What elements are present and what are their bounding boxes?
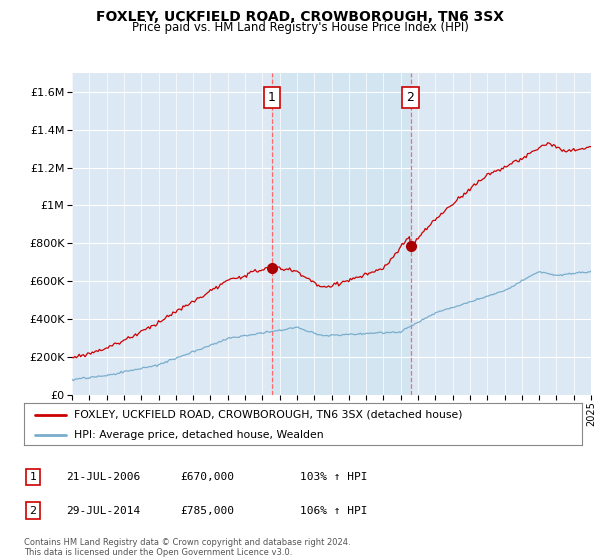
Text: £670,000: £670,000	[180, 472, 234, 482]
Text: £785,000: £785,000	[180, 506, 234, 516]
Text: 2: 2	[407, 91, 415, 104]
Text: FOXLEY, UCKFIELD ROAD, CROWBOROUGH, TN6 3SX (detached house): FOXLEY, UCKFIELD ROAD, CROWBOROUGH, TN6 …	[74, 410, 463, 420]
Text: 21-JUL-2006: 21-JUL-2006	[66, 472, 140, 482]
Text: FOXLEY, UCKFIELD ROAD, CROWBOROUGH, TN6 3SX: FOXLEY, UCKFIELD ROAD, CROWBOROUGH, TN6 …	[96, 10, 504, 24]
Text: 1: 1	[268, 91, 276, 104]
Text: 29-JUL-2014: 29-JUL-2014	[66, 506, 140, 516]
Text: 103% ↑ HPI: 103% ↑ HPI	[300, 472, 367, 482]
Text: 2: 2	[29, 506, 37, 516]
Text: Price paid vs. HM Land Registry's House Price Index (HPI): Price paid vs. HM Land Registry's House …	[131, 21, 469, 34]
Text: HPI: Average price, detached house, Wealden: HPI: Average price, detached house, Weal…	[74, 430, 324, 440]
Text: 1: 1	[29, 472, 37, 482]
Text: 106% ↑ HPI: 106% ↑ HPI	[300, 506, 367, 516]
Text: Contains HM Land Registry data © Crown copyright and database right 2024.
This d: Contains HM Land Registry data © Crown c…	[24, 538, 350, 557]
Bar	[272, 73, 410, 395]
